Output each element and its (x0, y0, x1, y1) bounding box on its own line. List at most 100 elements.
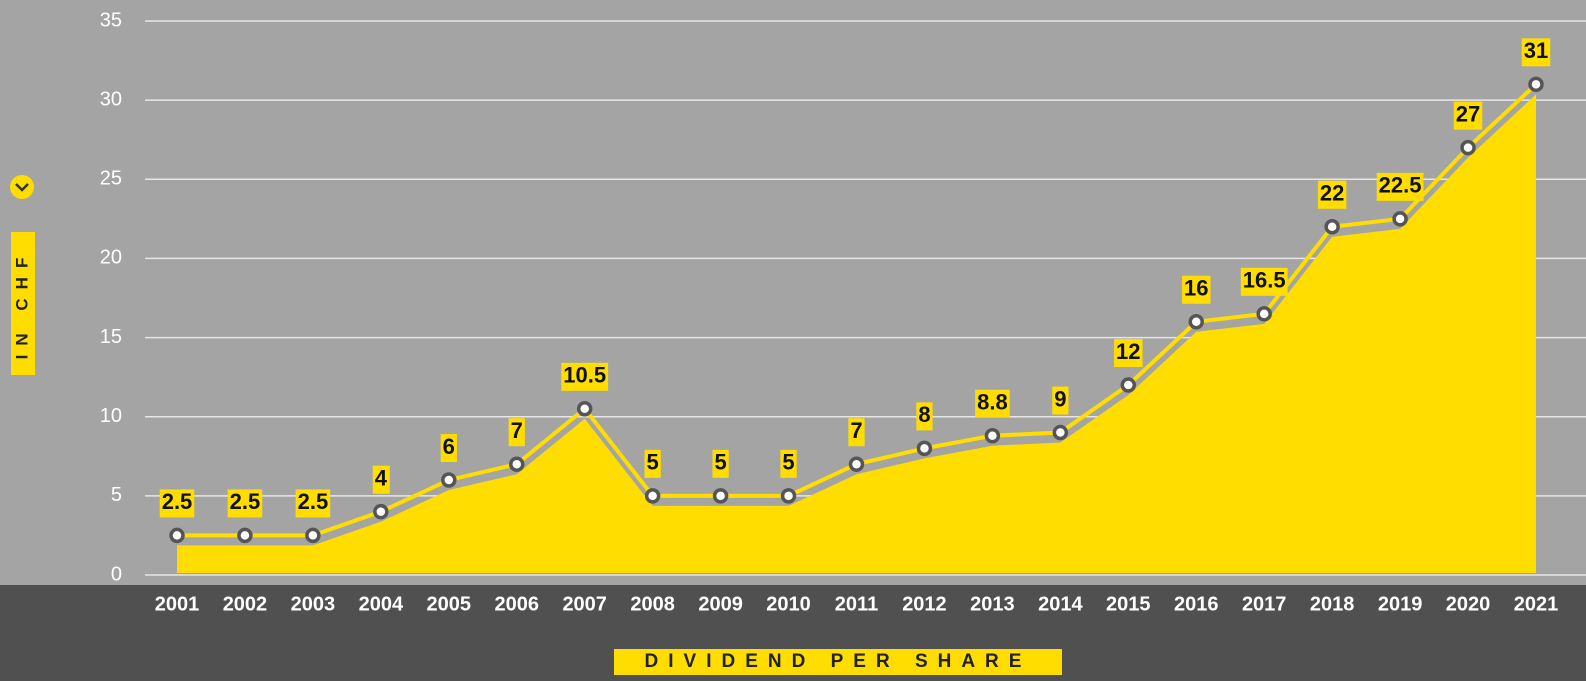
x-tick-label: 2010 (766, 593, 811, 615)
data-label-text: 22.5 (1379, 173, 1422, 198)
data-label: 5 (644, 449, 661, 478)
data-label-bg (1114, 339, 1143, 368)
x-tick-label: 2018 (1310, 593, 1355, 615)
data-label: 12 (1114, 339, 1143, 368)
data-label: 6 (440, 434, 457, 463)
data-label: 4 (372, 465, 390, 494)
data-label-text: 4 (375, 465, 388, 490)
marker (305, 527, 321, 544)
marker (576, 401, 593, 417)
data-label-text: 9 (1054, 386, 1066, 411)
y-tick-label: 10 (100, 405, 122, 427)
data-label-bg (644, 449, 661, 478)
marker (1188, 313, 1204, 330)
data-label-bg (227, 489, 263, 518)
y-axis-label-bg (11, 232, 35, 375)
x-tick-label: 2017 (1242, 593, 1287, 615)
collapse-icon[interactable] (10, 175, 34, 199)
data-label-bg (1052, 386, 1069, 415)
data-label-text: 2.5 (162, 489, 193, 514)
y-tick-label: 0 (111, 563, 122, 585)
data-label-text: 8 (918, 402, 930, 427)
data-label-bg (1453, 101, 1483, 130)
data-label-bg (712, 449, 729, 478)
data-label-bg (295, 489, 331, 518)
x-tick-label: 2008 (630, 593, 675, 615)
x-tick-label: 2005 (427, 593, 472, 615)
marker (712, 488, 729, 504)
y-axis-label: IN CHF (12, 249, 31, 360)
data-label-bg (848, 418, 865, 447)
x-tick-label: 2016 (1174, 593, 1219, 615)
marker (169, 527, 185, 544)
data-label: 5 (712, 449, 729, 478)
data-label-text: 6 (443, 434, 455, 459)
data-label-text: 5 (714, 450, 726, 475)
data-label-text: 22 (1320, 181, 1344, 206)
data-label-bg (440, 434, 457, 463)
area (177, 94, 1536, 574)
marker (1528, 76, 1544, 93)
marker (441, 472, 457, 488)
data-label: 5 (780, 450, 797, 478)
x-tick-label: 2020 (1446, 593, 1491, 615)
x-tick-label: 2002 (223, 593, 268, 615)
data-label-bg (159, 489, 195, 518)
data-label: 8.8 (975, 390, 1010, 418)
data-label-text: 5 (782, 450, 794, 475)
data-label: 7 (508, 418, 525, 447)
x-tick-label: 2003 (291, 593, 336, 615)
x-axis-label-bg (614, 649, 1062, 675)
x-tick-label: 2009 (698, 593, 743, 615)
marker (509, 456, 525, 472)
x-tick-label: 2012 (902, 593, 947, 615)
data-label-bg (508, 418, 525, 447)
marker (780, 488, 797, 504)
data-label: 16.5 (1240, 267, 1288, 296)
data-label-text: 7 (511, 418, 523, 443)
marker (916, 440, 933, 457)
x-tick-label: 2001 (155, 593, 200, 615)
data-label-bg (1182, 275, 1211, 304)
x-tick-label: 2006 (495, 593, 540, 615)
marker (1120, 377, 1137, 393)
y-tick-label: 25 (100, 168, 122, 190)
x-tick-label: 2004 (359, 593, 404, 615)
data-label-text: 31 (1524, 38, 1548, 63)
marker (1324, 219, 1340, 235)
data-label-bg (1240, 267, 1288, 296)
marker (984, 427, 1001, 444)
marker (848, 456, 865, 472)
x-tick-label: 2011 (835, 593, 878, 615)
data-label-text: 12 (1116, 339, 1140, 364)
data-label-bg (1317, 180, 1347, 209)
data-label-text: 16 (1184, 276, 1208, 301)
marker (1460, 139, 1476, 156)
data-label-text: 10.5 (563, 363, 606, 388)
data-label-text: 7 (850, 418, 862, 443)
data-label: 2.5 (295, 489, 331, 518)
data-label: 2.5 (227, 489, 263, 518)
marker (1256, 306, 1272, 322)
data-label: 2.5 (159, 489, 195, 518)
x-tick-label: 2015 (1106, 593, 1151, 615)
x-tick-label: 2014 (1038, 593, 1083, 615)
marker (373, 503, 389, 520)
y-tick-label: 30 (100, 88, 122, 110)
data-label-bg (1521, 38, 1551, 67)
data-label: 22.5 (1376, 173, 1424, 201)
data-label-text: 16.5 (1243, 268, 1286, 293)
y-tick-label: 35 (100, 9, 122, 31)
data-label-bg (561, 362, 609, 391)
data-label-text: 8.8 (977, 390, 1008, 415)
data-label: 27 (1453, 101, 1483, 130)
data-label-text: 5 (647, 450, 659, 475)
marker (237, 527, 253, 544)
x-tick-label: 2007 (562, 593, 607, 615)
marker (1052, 424, 1069, 441)
x-axis-label: DIVIDEND PER SHARE (645, 651, 1032, 672)
marker (1392, 211, 1408, 227)
data-label-bg (372, 465, 390, 494)
data-label-bg (975, 389, 1010, 418)
